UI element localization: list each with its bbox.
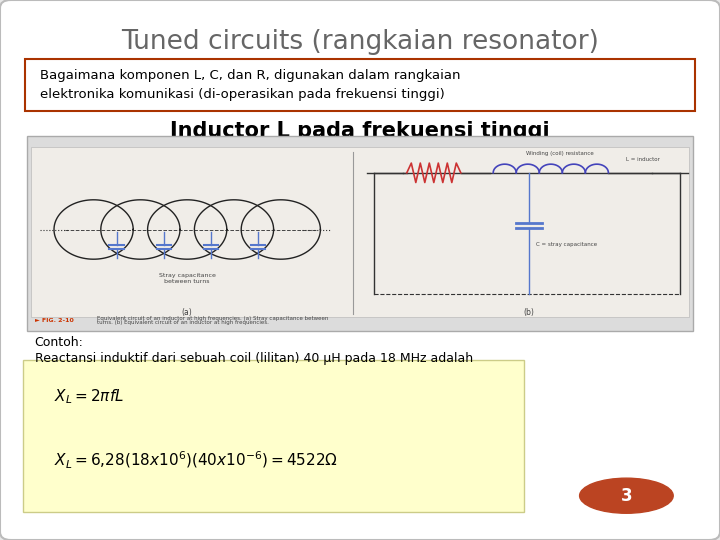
Ellipse shape — [580, 478, 673, 513]
Text: $X_L = 6{,}28(18x10^6)(40x10^{-6}) = 4522\Omega$: $X_L = 6{,}28(18x10^6)(40x10^{-6}) = 452… — [54, 449, 338, 471]
Text: $X_L = 2\pi f L$: $X_L = 2\pi f L$ — [54, 388, 124, 406]
FancyBboxPatch shape — [23, 360, 524, 512]
Text: L = inductor: L = inductor — [626, 157, 660, 162]
Text: turns. (b) Equivalent circuit of an inductor at high frequencies.: turns. (b) Equivalent circuit of an indu… — [97, 320, 269, 325]
Text: Inductor L pada frekuensi tinggi: Inductor L pada frekuensi tinggi — [170, 120, 550, 141]
FancyBboxPatch shape — [25, 59, 695, 111]
Text: Stray capacitance
between turns: Stray capacitance between turns — [159, 273, 215, 284]
Text: Tuned circuits (rangkaian resonator): Tuned circuits (rangkaian resonator) — [121, 29, 599, 55]
Text: ► FIG. 2-10: ► FIG. 2-10 — [35, 318, 73, 323]
Text: C = stray capacitance: C = stray capacitance — [536, 241, 598, 247]
FancyBboxPatch shape — [27, 136, 693, 331]
Text: Equivalent circuit of an inductor at high frequencies. (a) Stray capacitance bet: Equivalent circuit of an inductor at hig… — [97, 315, 328, 321]
Text: Contoh:: Contoh: — [35, 336, 84, 349]
Text: Winding (coil) resistance: Winding (coil) resistance — [526, 151, 593, 156]
Text: Reactansi induktif dari sebuah coil (lilitan) 40 μH pada 18 MHz adalah: Reactansi induktif dari sebuah coil (lil… — [35, 352, 473, 365]
Text: Bagaimana komponen L, C, dan R, digunakan dalam rangkaian
elektronika komunikasi: Bagaimana komponen L, C, dan R, digunaka… — [40, 69, 460, 101]
Text: (b): (b) — [523, 308, 535, 316]
Text: 3: 3 — [621, 487, 632, 505]
FancyBboxPatch shape — [31, 147, 689, 317]
Text: (a): (a) — [182, 308, 192, 316]
